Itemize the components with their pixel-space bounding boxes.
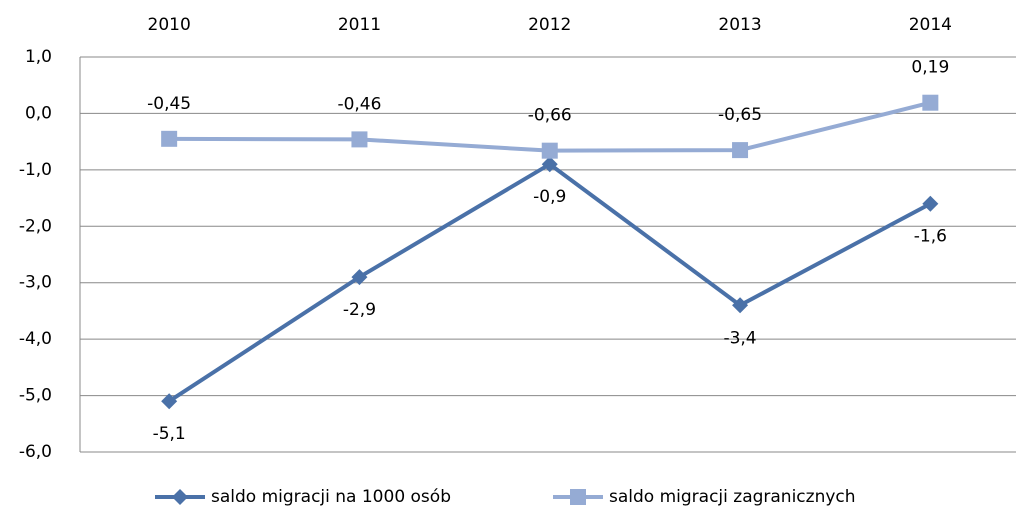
point [351, 131, 368, 148]
y-tick-label: 0,0 [25, 103, 52, 123]
y-tick-label: 1,0 [25, 47, 52, 67]
point [161, 130, 178, 147]
y-tick-label: -4,0 [19, 329, 52, 349]
point [732, 142, 749, 159]
y-tick-label: -6,0 [19, 442, 52, 462]
data-label: -1,6 [914, 227, 947, 247]
data-label: -2,9 [343, 300, 376, 320]
x-tick-label: 2011 [338, 15, 381, 35]
y-tick-label: -5,0 [19, 386, 52, 406]
legend-marker [570, 489, 586, 505]
point [351, 269, 368, 286]
data-label: -0,45 [147, 94, 191, 114]
data-label: -3,4 [723, 328, 756, 348]
point [541, 142, 558, 159]
data-label: -0,46 [337, 94, 381, 114]
data-label: -0,65 [718, 105, 762, 125]
point [732, 297, 749, 314]
data-label: -0,9 [533, 187, 566, 207]
point [161, 393, 178, 410]
legend-marker [172, 489, 188, 505]
legend-label: saldo migracji na 1000 osób [211, 487, 451, 506]
y-tick-label: -1,0 [19, 160, 52, 180]
legend-label: saldo migracji zagranicznych [609, 487, 856, 506]
data-label: 0,19 [911, 58, 949, 78]
point [922, 195, 939, 212]
data-label: -0,66 [528, 106, 572, 126]
x-tick-label: 2012 [528, 15, 571, 35]
y-tick-label: -3,0 [19, 273, 52, 293]
x-tick-label: 2013 [718, 15, 761, 35]
point [541, 156, 558, 173]
y-tick-label: -2,0 [19, 216, 52, 236]
point [922, 94, 939, 111]
data-label: -5,1 [153, 424, 186, 444]
x-tick-label: 2010 [148, 15, 191, 35]
x-tick-label: 2014 [909, 15, 952, 35]
